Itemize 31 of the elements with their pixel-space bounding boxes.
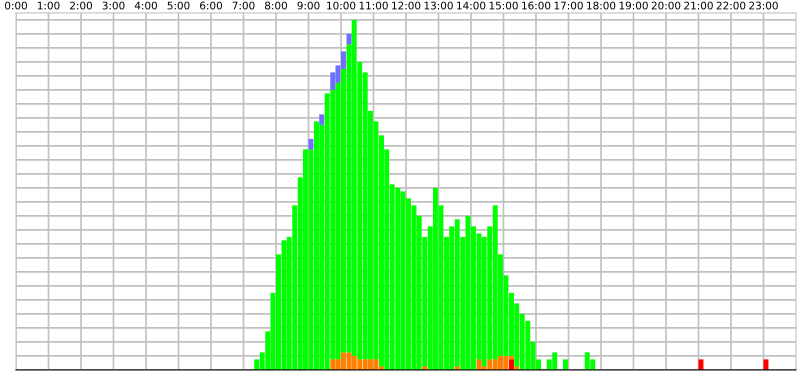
x-tick-label: 11:00 bbox=[360, 2, 388, 10]
x-tick-label: 2:00 bbox=[70, 2, 92, 10]
x-tick-label: 12:00 bbox=[392, 2, 420, 10]
bar bbox=[698, 359, 704, 370]
x-tick-label: 17:00 bbox=[554, 2, 583, 10]
x-tick-label: 16:00 bbox=[522, 2, 550, 10]
x-tick-label: 15:00 bbox=[490, 2, 518, 10]
x-tick-label: 20:00 bbox=[652, 2, 680, 10]
bar bbox=[509, 359, 514, 370]
x-tick-label: 6:00 bbox=[200, 2, 222, 10]
x-tick-label: 22:00 bbox=[716, 2, 746, 10]
bar bbox=[562, 359, 568, 370]
x-tick-label: 7:00 bbox=[232, 2, 255, 10]
x-tick-label: 13:00 bbox=[424, 2, 453, 10]
x-tick-label: 3:00 bbox=[102, 2, 125, 10]
x-tick-label: 1:00 bbox=[38, 2, 60, 10]
x-tick-label: 8:00 bbox=[265, 2, 288, 10]
bar bbox=[319, 114, 324, 125]
x-tick-label: 0:00 bbox=[4, 2, 28, 10]
bar bbox=[764, 359, 768, 370]
x-tick-label: 9:00 bbox=[297, 2, 320, 10]
x-tick-label: 14:00 bbox=[457, 2, 486, 10]
x-tick-label: 21:00 bbox=[684, 2, 713, 10]
x-tick-label: 10:00 bbox=[327, 2, 356, 10]
x-tick-label: 18:00 bbox=[587, 2, 616, 10]
x-tick-label: 23:00 bbox=[749, 2, 778, 10]
x-tick-label: 5:00 bbox=[168, 2, 190, 10]
bar bbox=[346, 34, 352, 44]
bar bbox=[308, 138, 314, 150]
x-tick-label: 4:00 bbox=[134, 2, 158, 10]
x-tick-label: 19:00 bbox=[620, 2, 648, 10]
